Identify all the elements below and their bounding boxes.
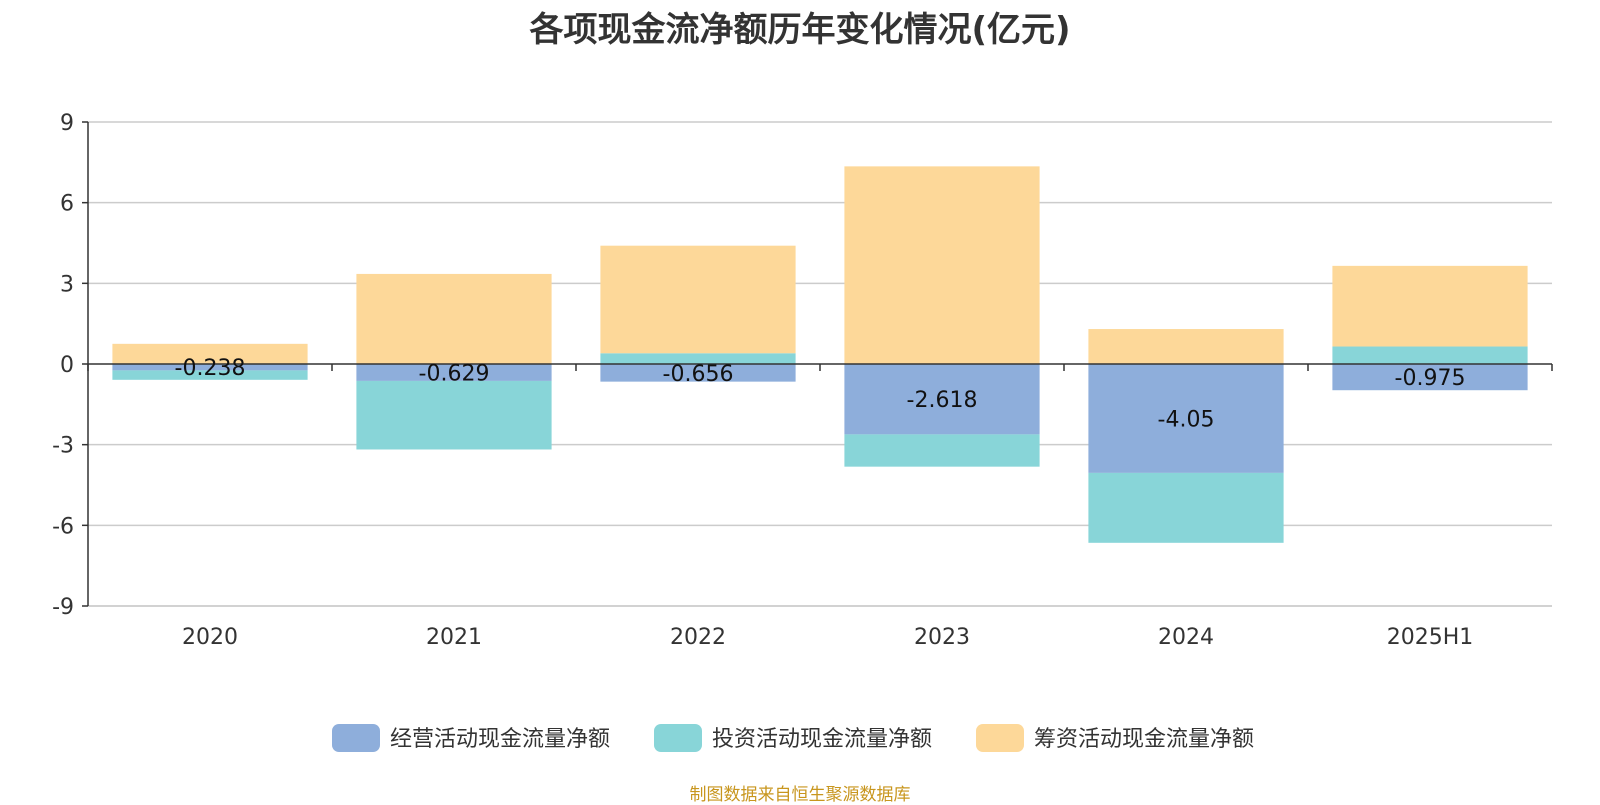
bar-2020-series-2[interactable] bbox=[112, 343, 308, 364]
data-labels: -0.238 -0.629 -0.656 -2.618 -4.05 -0.975 bbox=[175, 356, 1466, 432]
legend-label: 投资活动现金流量净额 bbox=[712, 727, 932, 752]
bar-2022-series-2[interactable] bbox=[600, 245, 796, 354]
bar-2024-series-2[interactable] bbox=[1088, 329, 1284, 364]
data-label-2025H1: -0.975 bbox=[1395, 366, 1466, 391]
bar-2020-series-0[interactable] bbox=[112, 364, 308, 371]
grid-lines bbox=[88, 121, 1552, 607]
bar-2023-series-1[interactable] bbox=[844, 434, 1040, 467]
legend-item-1[interactable]: 投资活动现金流量净额 bbox=[654, 724, 932, 752]
data-label-2021: -0.629 bbox=[419, 361, 490, 386]
bar-2025H1-series-0[interactable] bbox=[1332, 364, 1528, 391]
x-tick-label: 2024 bbox=[1158, 625, 1214, 650]
bar-2021-series-1[interactable] bbox=[356, 380, 552, 450]
y-tick-label: -3 bbox=[52, 434, 74, 459]
legend-swatch bbox=[332, 724, 380, 752]
y-tick-label: 3 bbox=[60, 272, 74, 297]
x-tick-label: 2023 bbox=[914, 625, 970, 650]
y-tick-label: -9 bbox=[52, 595, 74, 620]
data-label-2020: -0.238 bbox=[175, 356, 246, 381]
bar-2025H1-series-1[interactable] bbox=[1332, 346, 1528, 364]
bar-2020-series-1[interactable] bbox=[112, 370, 308, 380]
bar-2024-series-1[interactable] bbox=[1088, 472, 1284, 543]
legend[interactable]: 经营活动现金流量净额 投资活动现金流量净额 筹资活动现金流量净额 bbox=[332, 724, 1254, 752]
bar-2023-series-2[interactable] bbox=[844, 166, 1040, 364]
legend-item-0[interactable]: 经营活动现金流量净额 bbox=[332, 724, 610, 752]
chart-title: 各项现金流净额历年变化情况(亿元) bbox=[529, 10, 1071, 50]
bar-2022-series-0[interactable] bbox=[600, 364, 796, 382]
data-label-2022: -0.656 bbox=[663, 362, 734, 387]
y-tick-label: -6 bbox=[52, 514, 74, 539]
x-tick-label: 2025H1 bbox=[1387, 625, 1474, 650]
bar-2024-series-0[interactable] bbox=[1088, 364, 1284, 473]
bar-2023-series-0[interactable] bbox=[844, 364, 1040, 435]
bar-2022-series-1[interactable] bbox=[600, 353, 796, 364]
legend-swatch bbox=[654, 724, 702, 752]
axes: 9 6 3 0 -3 -6 -9 2020 2021 2022 2023 2024 2025H1 bbox=[52, 111, 1553, 650]
y-tick-label: 9 bbox=[60, 111, 74, 136]
legend-label: 经营活动现金流量净额 bbox=[390, 727, 610, 752]
bar-2021-series-2[interactable] bbox=[356, 273, 552, 364]
legend-swatch bbox=[976, 724, 1024, 752]
bars bbox=[112, 166, 1528, 543]
legend-label: 筹资活动现金流量净额 bbox=[1034, 727, 1254, 752]
data-label-2023: -2.618 bbox=[907, 388, 978, 413]
y-tick-label: 6 bbox=[60, 192, 74, 217]
x-tick-label: 2020 bbox=[182, 625, 238, 650]
legend-item-2[interactable]: 筹资活动现金流量净额 bbox=[976, 724, 1254, 752]
source-note: 制图数据来自恒生聚源数据库 bbox=[689, 785, 911, 805]
bar-2025H1-series-2[interactable] bbox=[1332, 265, 1528, 347]
x-tick-label: 2021 bbox=[426, 625, 482, 650]
x-tick-label: 2022 bbox=[670, 625, 726, 650]
data-label-2024: -4.05 bbox=[1158, 407, 1215, 432]
y-tick-label: 0 bbox=[60, 353, 74, 378]
bar-2021-series-0[interactable] bbox=[356, 364, 552, 381]
